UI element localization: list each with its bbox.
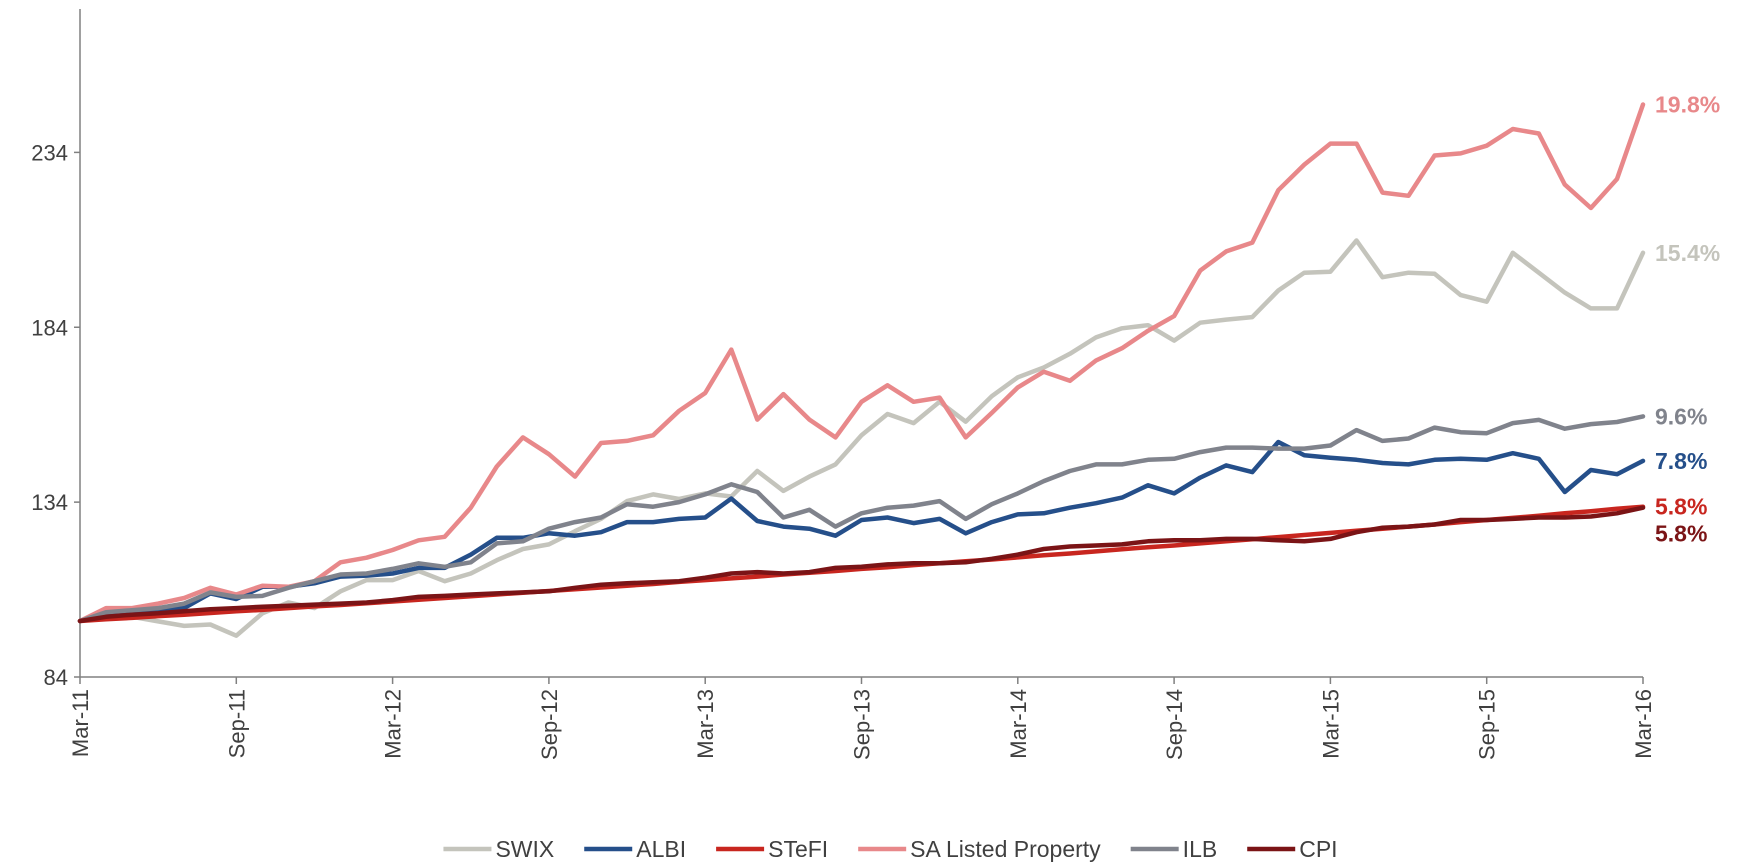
end-label: 9.6% [1655,403,1707,429]
y-tick-label: 84 [44,665,68,690]
series-line [77,238,1646,638]
legend: SWIX ALBI STeFI SA Listed Property ILB CPI [443,836,1338,862]
x-tick-label: Sep-11 [224,689,249,758]
end-label: 7.8% [1655,448,1707,474]
x-tick-label: Mar-16 [1631,689,1656,759]
series-line [77,414,1646,624]
legend-label: SA Listed Property [910,836,1101,862]
x-tick-label: Mar-12 [381,689,406,759]
x-tick-label: Mar-15 [1318,689,1343,759]
x-tick-label: Sep-15 [1475,689,1500,760]
x-tick-label: Sep-13 [850,689,875,760]
legend-label: SWIX [495,836,554,862]
series-line [77,102,1646,624]
end-label: 5.8% [1655,521,1707,547]
x-tick-label: Sep-14 [1162,689,1187,760]
legend-label: ALBI [636,836,686,862]
x-tick-label: Mar-14 [1006,689,1031,759]
x-tick-label: Mar-13 [693,689,718,759]
y-tick-label: 134 [31,490,68,515]
end-label: 19.8% [1655,91,1720,117]
legend-label: ILB [1183,836,1218,862]
end-label: 15.4% [1655,240,1720,266]
legend-label: STeFI [768,836,828,862]
legend-label: CPI [1299,836,1337,862]
end-label: 5.8% [1655,494,1707,520]
series-line [77,505,1646,624]
y-tick-label: 184 [31,315,68,340]
y-tick-label: 234 [31,140,68,165]
series-line [77,439,1646,624]
x-tick-label: Sep-12 [537,689,562,760]
x-tick-label: Mar-11 [68,689,93,757]
